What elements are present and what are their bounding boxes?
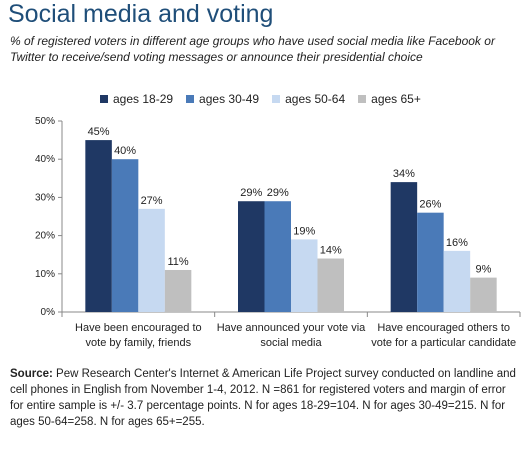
bar [138,208,165,312]
legend-item-18-29: ages 18-29 [100,92,173,106]
data-label: 19% [293,225,315,237]
y-tick-label: 10% [35,269,55,280]
category-label: vote by family, friends [86,337,192,349]
data-label: 34% [393,168,415,180]
legend-label: ages 18-29 [113,92,174,106]
bar-chart: 0% 10% 20% 30% 40% 50% 45% 40% 27% 11% Have been e… [35,116,521,349]
legend-swatch [358,95,367,103]
data-label: 27% [141,195,163,207]
data-label: 29% [240,187,262,199]
bar [317,258,344,312]
bar [238,201,265,312]
data-label: 16% [446,237,468,249]
chart-title: Social media and voting [8,0,274,28]
category-label: Have encouraged others to [377,322,510,334]
data-label: 11% [167,256,188,268]
y-tick-label: 20% [35,231,55,242]
y-tick-label: 40% [35,154,55,165]
category-label: Have announced your vote via [217,322,366,334]
bar [164,269,192,312]
category-label: vote for a particular candidate [371,337,516,349]
data-label: 26% [419,199,441,211]
source-label: Source: [10,368,53,380]
y-tick-label: 50% [35,116,55,127]
legend-item-65-plus: ages 65+ [358,92,421,106]
bar [111,159,139,312]
y-tick-label: 0% [41,307,56,318]
data-label: 14% [320,245,342,257]
bar [85,140,112,312]
legend-swatch [100,95,108,103]
bar [264,201,291,312]
category-label: social media [260,337,322,349]
category-label: Have been encouraged to [75,322,202,334]
bar [417,212,444,312]
y-tick-label: 30% [35,192,55,203]
chart-subtitle: % of registered voters in different age … [10,34,495,64]
legend-item-30-49: ages 30-49 [186,92,259,106]
legend-item-50-64: ages 50-64 [272,92,345,106]
source-text: Pew Research Center's Internet & America… [10,368,516,428]
legend-label: ages 65+ [371,92,421,106]
legend-label: ages 50-64 [285,92,346,106]
bar [390,182,418,312]
bar [291,239,318,312]
data-label: 29% [267,187,289,199]
data-label: 45% [88,126,110,138]
data-label: 9% [475,264,491,276]
legend: ages 18-29 ages 30-49 ages 50-64 ages 65… [100,91,434,107]
legend-swatch [272,95,281,103]
legend-swatch [186,95,195,103]
source-note: Source: Pew Research Center's Internet &… [10,366,522,430]
legend-label: ages 30-49 [199,92,260,106]
bar [470,277,497,312]
bar [443,250,471,312]
data-label: 40% [114,145,136,157]
